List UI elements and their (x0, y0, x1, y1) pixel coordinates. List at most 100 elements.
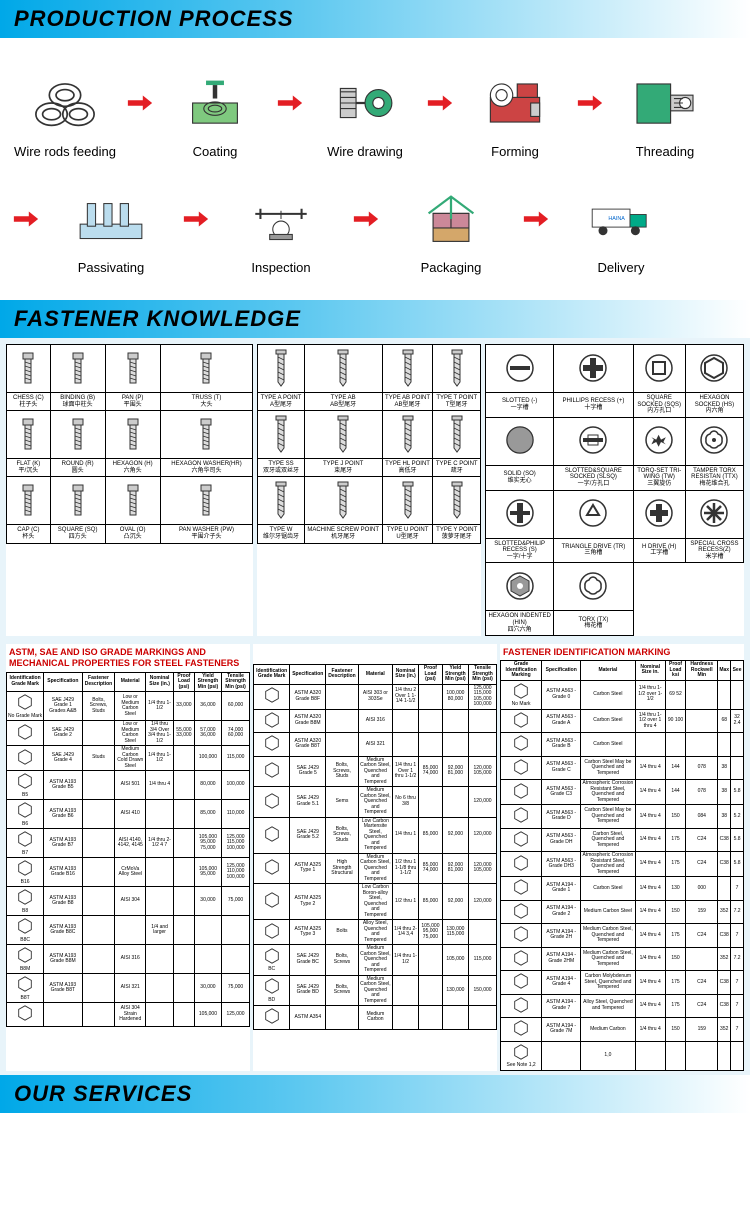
mech-data-cell: 352 (718, 947, 731, 971)
mech-data-cell: Medium Carbon Steel, Quenched and Temper… (358, 975, 392, 1006)
mech-data-cell: 1/4 thru 2-1/4 3,4 (393, 920, 419, 945)
mech-data-cell: ASTM A193 Grade B7 (44, 829, 82, 858)
mech-data-cell (254, 756, 290, 787)
mech-data-cell (469, 1006, 497, 1030)
fastener-icon-cell (50, 345, 105, 393)
wire-rods-icon (29, 75, 101, 131)
mech-data-cell: B8 (7, 887, 44, 916)
mech-data-cell (419, 1006, 443, 1030)
mech-data-cell: Carbon Steel (581, 680, 635, 709)
mech-tables-row: ASTM, SAE AND ISO GRADE MARKINGS AND MEC… (0, 642, 750, 1073)
mech-data-cell: C38 (718, 971, 731, 995)
drive-caption-cell: HEXAGON INDENTED (HIN)四穴六角 (485, 611, 553, 636)
mech-data-cell (174, 746, 195, 771)
mech-data-cell (501, 709, 542, 733)
mech-data-cell (501, 924, 542, 948)
mech-data-cell: 352 (718, 1018, 731, 1042)
mech-data-cell: 92,000 (442, 817, 468, 853)
drive-icon-cell (554, 345, 633, 393)
drive-icon-cell (485, 563, 553, 611)
mech-data-cell: Carbon Steel, Quenched and Tempered (581, 828, 635, 852)
mech-data-cell: No Grade Mark (7, 692, 44, 721)
mech-data-cell: 105,000 (442, 945, 468, 976)
mech-data-cell: Alloy Steel, Quenched and Tempered (581, 994, 635, 1018)
mech-data-cell: ASTM A563 - Grade C3 (542, 780, 581, 805)
mech-data-cell: 120,000 (469, 817, 497, 853)
mech-data-cell: 85,000 74,000 (419, 853, 443, 884)
mech-data-cell: No 6 thru 3/8 (393, 787, 419, 818)
mech-data-cell (501, 852, 542, 877)
mech-data-cell: 30,000 (194, 887, 221, 916)
mech-data-cell: Carbon Steel (581, 733, 635, 757)
mech-header-cell: Nominal Size (in.) (393, 665, 419, 685)
mech-table-3: FASTENER IDENTIFICATION MARKING Grade Id… (500, 644, 744, 1071)
drive-caption-cell: H DRIVE (H)工字槽 (633, 538, 685, 563)
mech-data-cell (686, 947, 718, 971)
mech-data-cell: Bolts (326, 920, 359, 945)
drive-icon-cell (554, 417, 633, 465)
mech-data-cell (82, 858, 115, 887)
mech-data-cell (542, 1041, 581, 1070)
mech-data-cell: Medium Carbon Steel, Quenched and Temper… (358, 787, 392, 818)
fastener-icon-cell (433, 345, 480, 393)
fastener-icon-cell (105, 477, 160, 525)
mech-data-cell: 100,000 80,000 (442, 684, 468, 709)
mech-data-cell: 1/4 thru 4 (146, 771, 174, 800)
mech-data-cell: ASTM A320 Grade B8M (290, 709, 326, 733)
mech-data-cell: 69 52 (665, 680, 685, 709)
mech-data-cell: ASTM A194 - Grade 4 (542, 971, 581, 995)
fastener-tables-row: CHESS (C)柱子头BINDING (B)球面中柱头PAN (P)平围头TR… (0, 338, 750, 642)
fastener-caption-cell: CHESS (C)柱子头 (7, 393, 51, 411)
mech-data-cell: 75,000 (222, 887, 250, 916)
mech-data-cell: ASTM A563 - Grade B (542, 733, 581, 757)
mech-data-cell (469, 709, 497, 733)
mech-data-cell: Medium Carbon (581, 1018, 635, 1042)
mech-data-cell: ASTM A193 Grade B8C (44, 916, 82, 945)
mech-data-cell (326, 684, 359, 709)
mech-data-cell (174, 771, 195, 800)
arrow-icon (424, 68, 456, 138)
mech-data-cell: Carbon Molybdenum Steel, Quenched and Te… (581, 971, 635, 995)
mech-header-cell: Nominal Size (in.) (146, 672, 174, 692)
mech-data-cell (635, 1041, 665, 1070)
mech-data-cell (7, 1003, 44, 1027)
mech-data-cell: 1/4 thru 3/4 Over 3/4 thru 1-1/2 (146, 721, 174, 746)
mech-data-cell (419, 945, 443, 976)
drive-icon-cell (554, 563, 633, 611)
mech-data-cell (419, 975, 443, 1006)
mech-data-cell: Medium Carbon Steel, Quenched and Temper… (358, 853, 392, 884)
mech-data-cell: Carbon Steel (581, 877, 635, 901)
mech-data-cell: ASTM A193 Grade B6 (44, 800, 82, 829)
threading-icon (629, 75, 701, 131)
mech-data-cell: 74,000 60,000 (222, 721, 250, 746)
mech-data-cell: C38 (718, 994, 731, 1018)
mech-data-cell: SAE J429 Grade 2 (44, 721, 82, 746)
mech-data-cell (686, 733, 718, 757)
mech-data-cell (254, 787, 290, 818)
fastener-icon-cell (50, 477, 105, 525)
drive-icon-cell (685, 417, 743, 465)
mech-header-cell: Specification (290, 665, 326, 685)
fastener-caption-cell: TYPE U POINTU型尾牙 (382, 525, 433, 543)
mech-data-cell (174, 974, 195, 1003)
mech-data-cell (442, 787, 468, 818)
process-label: Coating (193, 144, 238, 159)
mech-data-cell: AISI 321 (358, 733, 392, 757)
mech-data-cell (254, 684, 290, 709)
fastener-caption-cell: TYPE W维尔牙锯齿牙 (258, 525, 304, 543)
mech-data-cell: 7.2 (731, 900, 744, 924)
fastener-caption-cell: ROUND (R)圆头 (50, 459, 105, 477)
mech-data-cell (635, 733, 665, 757)
mech-data-cell (731, 1041, 744, 1070)
process-step: HAINA Delivery (556, 184, 686, 275)
mech-data-cell (419, 733, 443, 757)
mech-data-cell: 100,000 (194, 746, 221, 771)
fastener-caption-cell: BINDING (B)球面中柱头 (50, 393, 105, 411)
mech-data-cell (146, 1003, 174, 1027)
drive-caption-cell: TORQ-SET TRI-WING (TW)三翼旋仿 (633, 465, 685, 490)
mech-data-cell: Low or Medium Carbon Steel (115, 721, 146, 746)
mech-data-cell (82, 721, 115, 746)
mech-data-cell: 7 (731, 924, 744, 948)
mech-header-cell: Grade Identification Marking (501, 661, 542, 681)
mech-data-cell: 1/4 thru 4 (635, 994, 665, 1018)
